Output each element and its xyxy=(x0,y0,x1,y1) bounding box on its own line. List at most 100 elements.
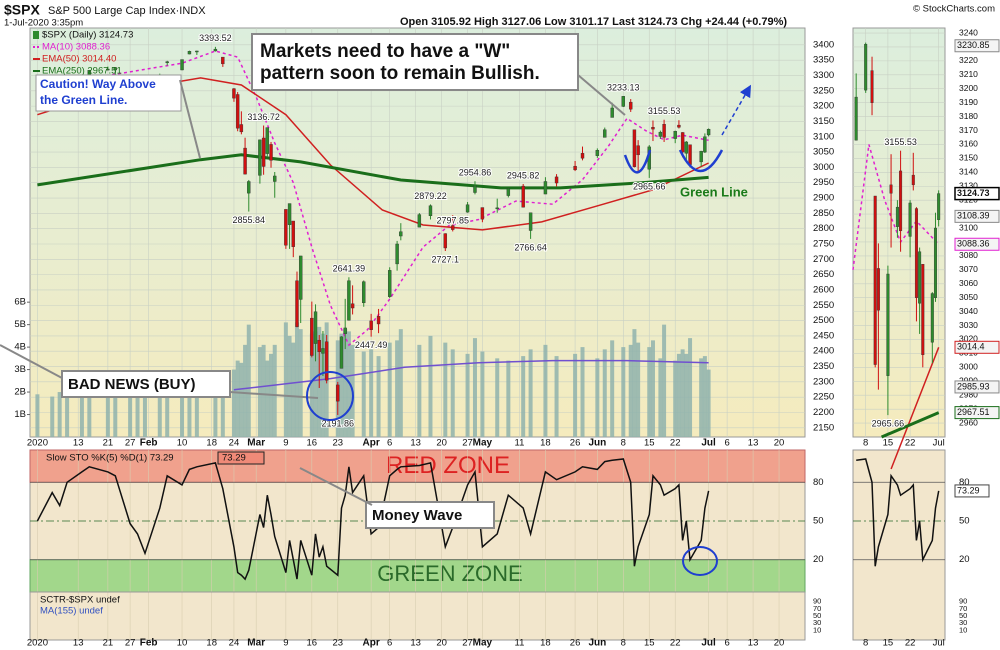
x-tick-label: 22 xyxy=(670,438,681,449)
x-tick-label: 6 xyxy=(387,438,392,449)
volume-bar xyxy=(554,356,559,437)
volume-bar xyxy=(257,347,262,437)
volume-bar xyxy=(369,349,374,437)
volume-bar xyxy=(135,394,140,437)
candle-body xyxy=(399,231,403,237)
candle-body xyxy=(417,214,422,228)
y-tick-label: 2250 xyxy=(813,392,834,403)
volume-bar xyxy=(361,351,366,437)
volume-bar xyxy=(443,342,448,437)
sto-legend: Slow STO %K(5) %D(1) 73.29 xyxy=(46,453,174,464)
candle-body xyxy=(336,384,340,402)
sto-value: 73.29 xyxy=(222,453,246,464)
candle-body xyxy=(677,124,681,128)
x-tick-label: 18 xyxy=(540,638,551,649)
volume-bar xyxy=(180,394,185,437)
candle-body xyxy=(895,206,899,227)
price-label: 2766.64 xyxy=(514,242,547,252)
volume-bar xyxy=(376,356,381,437)
volume-bar xyxy=(573,353,578,437)
price-label: 2954.86 xyxy=(459,168,492,178)
y-tick-label: 2800 xyxy=(813,223,834,234)
volume-bar xyxy=(647,347,652,437)
candle-body xyxy=(313,311,318,344)
mini-y-tick-label: 3100 xyxy=(959,222,978,232)
money-wave: Money Wave xyxy=(372,507,462,524)
candle-body xyxy=(232,88,236,99)
y-tick-label: 2700 xyxy=(813,254,834,265)
candle-body xyxy=(239,124,244,133)
x-tick-label: Feb xyxy=(140,438,158,449)
mini-series-line xyxy=(890,347,940,470)
volume-bar xyxy=(662,324,667,437)
x-tick-label: 20 xyxy=(774,438,785,449)
y-tick-label: 2200 xyxy=(813,407,834,418)
volume-bar xyxy=(291,342,296,437)
mini-y-tick-label: 3190 xyxy=(959,97,978,107)
y-tick-label: 3050 xyxy=(813,147,834,158)
red-zone-label: RED ZONE xyxy=(386,452,510,479)
price-label: 2641.39 xyxy=(333,264,366,274)
candle-body xyxy=(495,207,499,210)
volume-bar xyxy=(57,392,62,437)
mini-y-tick-label: 3160 xyxy=(959,139,978,149)
value-box-label: 3124.73 xyxy=(957,188,990,198)
sto-tick-label: 20 xyxy=(813,554,824,565)
volume-bar xyxy=(313,331,318,437)
volume-tick-label: 6B xyxy=(14,297,26,308)
x-tick-label: 13 xyxy=(748,438,759,449)
candle-body xyxy=(699,150,703,163)
money-wave-box xyxy=(365,501,495,529)
volume-bar xyxy=(528,349,533,437)
volume-bar xyxy=(428,335,433,437)
volume-bar xyxy=(602,349,607,437)
y-tick-label: 2300 xyxy=(813,376,834,387)
candle-body xyxy=(914,208,918,298)
volume-bar xyxy=(235,360,240,437)
x-tick-label: May xyxy=(473,438,493,449)
price-label: 3233.13 xyxy=(607,82,640,92)
volume-bar xyxy=(239,362,244,437)
y-tick-label: 3100 xyxy=(813,131,834,142)
volume-bar xyxy=(395,340,400,437)
series-line xyxy=(37,77,709,231)
series-line xyxy=(37,153,709,190)
mini-x-tick-label: Jul xyxy=(933,638,945,649)
green-line-label: Green Line xyxy=(680,184,748,199)
w-box xyxy=(251,33,579,91)
mini-y-tick-label: 3060 xyxy=(959,278,978,288)
volume-tick-label: 4B xyxy=(14,342,26,353)
mini-sctr-tick-label: 30 xyxy=(959,618,967,627)
legend-label: MA(10) 3088.36 xyxy=(42,42,110,53)
volume-bar xyxy=(142,378,147,437)
y-tick-label: 2550 xyxy=(813,300,834,311)
value-box-label: 3088.36 xyxy=(957,239,990,249)
candle-body xyxy=(899,170,903,232)
volume-bar xyxy=(346,331,351,437)
candle-body xyxy=(684,141,689,154)
caution-line: the Green Line. xyxy=(40,93,127,107)
price-label: 2945.82 xyxy=(507,170,540,180)
candle-body xyxy=(543,181,548,195)
candle-body xyxy=(854,96,858,141)
volume-bar xyxy=(495,358,500,437)
candle-body xyxy=(554,176,559,184)
pointer xyxy=(577,74,626,116)
candle-body xyxy=(706,128,711,136)
volume-bar xyxy=(632,329,637,437)
y-tick-label: 2950 xyxy=(813,177,834,188)
x-tick-label: 24 xyxy=(229,638,240,649)
x-tick-label: 23 xyxy=(332,438,343,449)
mini-sctr-tick-label: 10 xyxy=(959,625,967,634)
candle-body xyxy=(451,225,455,230)
candle-body xyxy=(662,123,666,138)
candle-body xyxy=(876,268,880,311)
caution-box xyxy=(35,74,182,112)
bad-news: BAD NEWS (BUY) xyxy=(68,376,196,393)
candle-body xyxy=(273,175,277,182)
mini-x-tick-label: 8 xyxy=(863,438,868,449)
x-tick-label: Apr xyxy=(363,638,380,649)
sctr-tick-label: 10 xyxy=(813,625,821,634)
